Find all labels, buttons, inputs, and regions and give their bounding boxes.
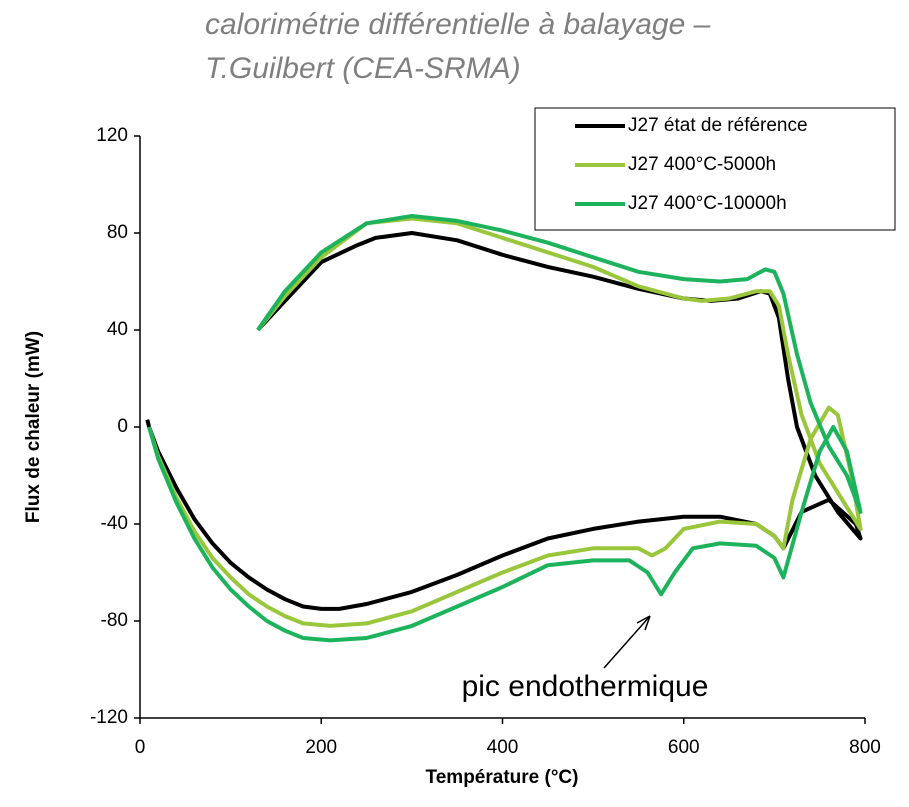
x-tick-label: 400 (487, 737, 519, 758)
annotation-arrowhead (636, 615, 651, 631)
y-tick-label: -80 (101, 610, 128, 631)
x-axis-label: Température (°C) (426, 767, 579, 788)
x-tick-label: 800 (849, 737, 881, 758)
annotation: pic endothermique (462, 670, 709, 703)
y-tick-label: -120 (90, 707, 128, 728)
series-line (147, 216, 863, 628)
chart-title: T.Guilbert (CEA-SRMA) (205, 52, 521, 85)
y-tick-label: 80 (107, 222, 128, 243)
y-tick-label: 120 (96, 125, 128, 146)
x-tick-label: 600 (668, 737, 700, 758)
legend-label: J27 état de référence (628, 115, 808, 136)
series-line (145, 231, 863, 611)
annotation-arrow (603, 615, 651, 669)
chart-title: calorimétrie différentielle à balayage – (205, 8, 711, 41)
y-tick-label: 0 (117, 416, 128, 437)
legend-label: J27 400°C-10000h (628, 193, 787, 214)
x-tick-label: 200 (305, 737, 337, 758)
legend-label: J27 400°C-5000h (628, 154, 776, 175)
x-tick-label: 0 (135, 737, 146, 758)
legend (534, 107, 896, 231)
y-tick-label: 40 (107, 319, 128, 340)
y-axis-label: Flux de chaleur (mW) (23, 331, 44, 523)
series-line (147, 214, 863, 643)
y-tick-label: -40 (101, 513, 128, 534)
